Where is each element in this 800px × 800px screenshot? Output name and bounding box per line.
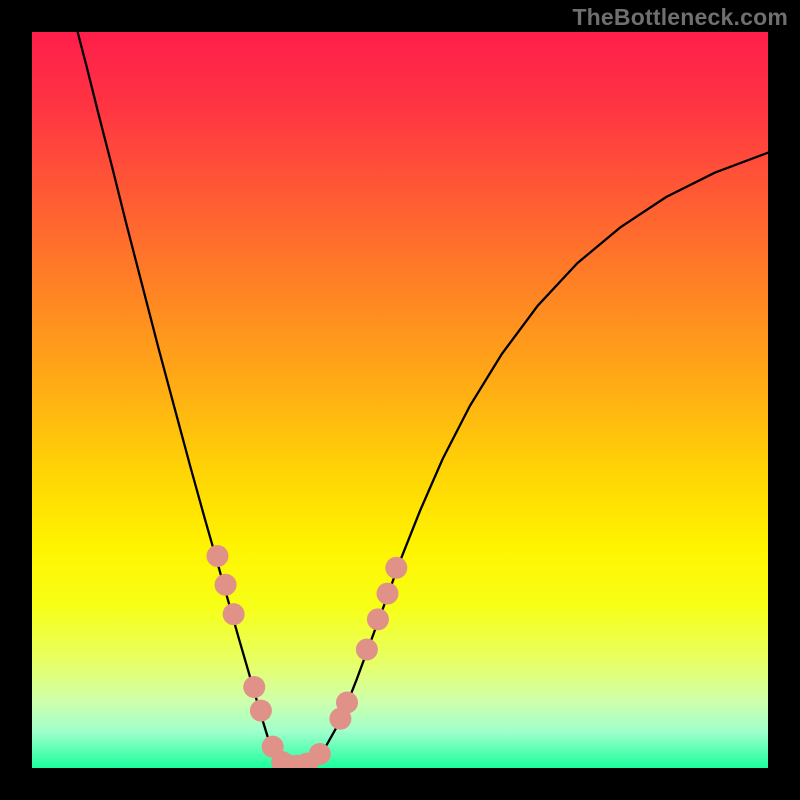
chart-container: TheBottleneck.com	[0, 0, 800, 800]
data-marker	[356, 639, 378, 661]
data-marker	[243, 676, 265, 698]
data-marker	[385, 557, 407, 579]
watermark-text: TheBottleneck.com	[572, 4, 788, 31]
data-marker	[376, 583, 398, 605]
gradient-background	[32, 32, 768, 768]
plot-area	[32, 32, 768, 768]
data-marker	[206, 545, 228, 567]
data-marker	[215, 574, 237, 596]
data-marker	[336, 692, 358, 714]
data-marker	[223, 603, 245, 625]
plot-svg	[32, 32, 768, 768]
data-marker	[250, 700, 272, 722]
data-marker	[367, 608, 389, 630]
data-marker	[309, 743, 331, 765]
